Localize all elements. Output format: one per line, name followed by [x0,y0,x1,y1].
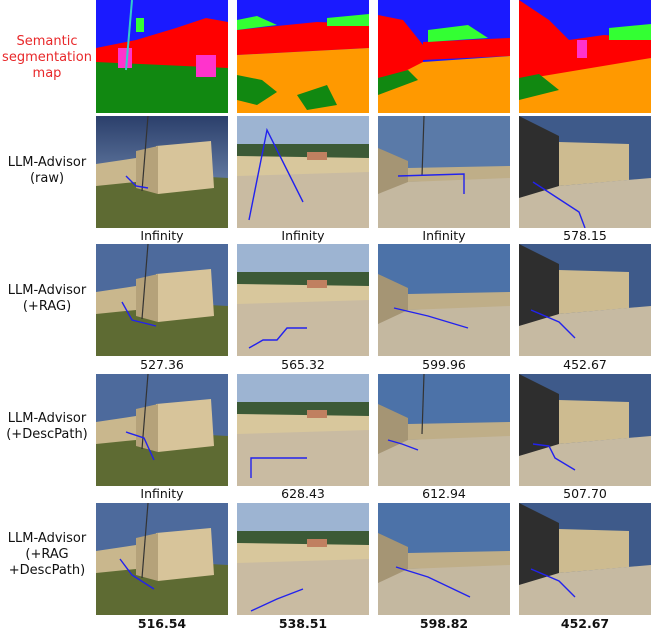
photo-rag-descpath-3 [378,503,510,615]
row-label-descpath: LLM-Advisor (+DescPath) [6,411,88,442]
score-rag-descpath-4: 452.67 [560,616,610,631]
row-label-rag: LLM-Advisor (+RAG) [7,283,87,314]
segmentation-map-4 [519,0,651,113]
photo-rag-3 [378,244,510,356]
score-rag-descpath-3: 598.82 [419,616,469,631]
segmentation-map-3 [378,0,510,113]
photo-raw-3 [378,116,510,228]
score-descpath-4: 507.70 [563,486,607,501]
score-descpath-2: 628.43 [281,486,325,501]
score-descpath-3: 612.94 [422,486,466,501]
segmentation-map-2 [237,0,369,113]
photo-raw-2 [237,116,369,228]
photo-rag-descpath-4 [519,503,651,615]
score-descpath-1: Infinity [140,486,184,501]
score-raw-3: Infinity [422,228,466,243]
row-label-raw: LLM-Advisor (raw) [7,155,87,186]
score-raw-2: Infinity [281,228,325,243]
photo-rag-2 [237,244,369,356]
score-rag-2: 565.32 [281,357,325,372]
photo-raw-4 [519,116,651,228]
score-raw-1: Infinity [140,228,184,243]
photo-descpath-4 [519,374,651,486]
segmentation-map-1 [96,0,228,113]
photo-descpath-3 [378,374,510,486]
score-rag-4: 452.67 [563,357,607,372]
score-rag-1: 527.36 [140,357,184,372]
row-label-rag-descpath: LLM-Advisor (+RAG +DescPath) [7,531,87,578]
row-label-segmentation: Semantic segmentation map [2,34,92,81]
photo-rag-1 [96,244,228,356]
photo-descpath-2 [237,374,369,486]
photo-rag-4 [519,244,651,356]
score-rag-descpath-2: 538.51 [278,616,328,631]
score-rag-3: 599.96 [422,357,466,372]
photo-rag-descpath-2 [237,503,369,615]
score-rag-descpath-1: 516.54 [137,616,187,631]
score-raw-4: 578.15 [563,228,607,243]
photo-rag-descpath-1 [96,503,228,615]
photo-descpath-1 [96,374,228,486]
photo-raw-1 [96,116,228,228]
